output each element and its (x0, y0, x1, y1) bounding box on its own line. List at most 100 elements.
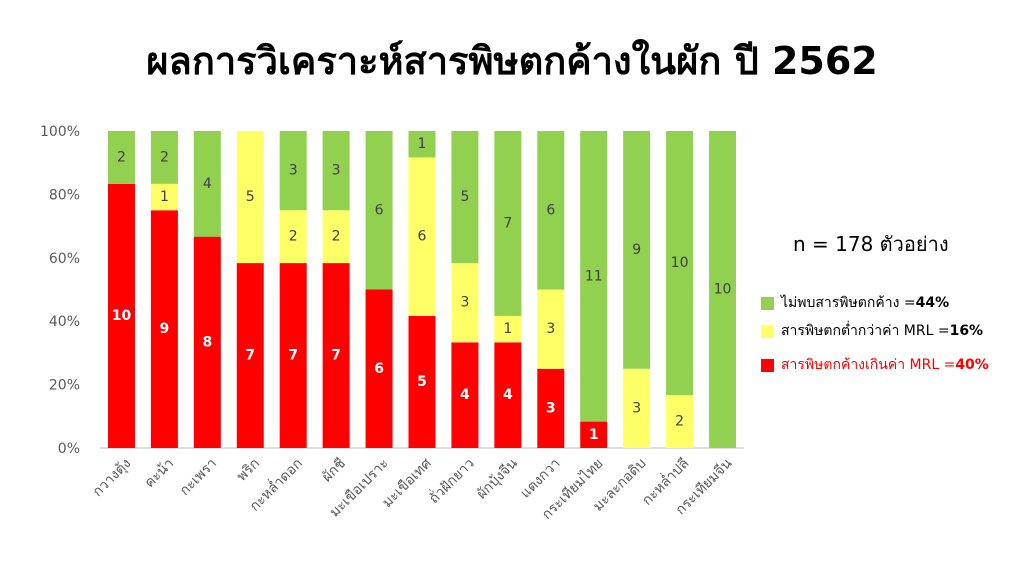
bar-segment-red (236, 263, 264, 448)
bar-segment-green (150, 131, 178, 184)
legend-label: ไม่พบสารพิษตกค้าง = (781, 295, 916, 311)
data-label: 1 (503, 321, 512, 337)
legend-percent: 44% (915, 295, 950, 311)
bar-segment-green (279, 131, 307, 211)
data-label: 10 (112, 308, 132, 324)
legend-swatch (761, 296, 774, 310)
bar-segment-green (709, 131, 737, 448)
data-label: 1 (160, 189, 169, 205)
y-tick-label: 60% (49, 251, 80, 267)
data-label: 2 (160, 149, 169, 165)
data-label: 2 (675, 414, 684, 430)
category-label: ผักชี (319, 456, 349, 486)
bar-segment-green (537, 131, 565, 290)
data-label: 3 (632, 400, 641, 416)
legend-percent: 40% (955, 357, 989, 373)
data-label: 9 (632, 242, 641, 258)
data-label: 7 (331, 348, 341, 364)
data-label: 10 (671, 255, 689, 271)
y-tick-label: 100% (40, 124, 80, 140)
data-label: 8 (202, 334, 212, 350)
data-label: 4 (503, 387, 513, 403)
bar-segment-yellow (279, 210, 307, 264)
page-title: ผลการวิเคราะห์สารพิษตกค้างในผัก ปี 2562 (146, 39, 878, 83)
bar-segment-red (537, 368, 565, 448)
data-label: 10 (714, 282, 732, 298)
bar-segment-red (193, 236, 221, 448)
data-label: 2 (289, 229, 298, 245)
data-label: 4 (460, 387, 470, 403)
data-label: 7 (245, 348, 255, 364)
bar-segment-green (322, 131, 350, 211)
bar-segment-red (451, 342, 479, 448)
bar-segment-green (494, 131, 522, 316)
data-label: 6 (418, 229, 427, 245)
data-label: 3 (332, 163, 341, 179)
data-label: 7 (503, 215, 512, 231)
bar-segment-red (365, 289, 393, 448)
data-label: 9 (160, 321, 170, 337)
data-label: 2 (332, 229, 341, 245)
bar-segment-red (107, 183, 135, 449)
data-label: 5 (246, 189, 255, 205)
category-label: พริก (234, 456, 263, 485)
category-label: กะเพรา (177, 456, 220, 499)
sample-count-note: n = 178 ตัวอย่าง (793, 232, 949, 256)
data-label: 6 (546, 202, 555, 218)
data-label: 7 (288, 348, 298, 364)
y-tick-label: 80% (49, 187, 80, 203)
data-label: 3 (289, 163, 298, 179)
category-label: กวางตุ้ง (90, 456, 135, 501)
bar-segment-green (365, 131, 393, 290)
category-label: ผักบุ้งจีน (474, 455, 521, 502)
data-label: 3 (546, 400, 556, 416)
legend-percent: 16% (949, 323, 984, 339)
bar-segment-yellow (666, 395, 694, 448)
bar-segment-yellow (494, 315, 522, 343)
y-tick-label: 40% (49, 314, 80, 330)
bar-segment-yellow (322, 210, 350, 264)
category-label: คะน้า (142, 456, 178, 492)
legend-item-yellow: สารพิษตกต่ำกว่าค่า MRL = 16% (761, 320, 983, 342)
data-label: 2 (117, 149, 126, 165)
bar-segment-red (494, 342, 522, 448)
data-label: 11 (585, 268, 603, 284)
data-label: 4 (203, 176, 212, 192)
bar-segment-green (666, 131, 694, 396)
bar-segment-red (279, 263, 307, 448)
bar-segment-red (408, 315, 436, 448)
bar-segment-green (107, 131, 135, 184)
legend-item-red: สารพิษตกค้างเกินค่า MRL = 40% (761, 354, 989, 376)
legend-swatch (761, 324, 774, 338)
data-label: 3 (460, 295, 469, 311)
category-label: ถั่วฝักยาว (425, 454, 478, 507)
bar-segment-red (580, 421, 608, 448)
y-tick-label: 0% (58, 441, 80, 457)
bar-segment-yellow (451, 263, 479, 343)
bar-segment-red (150, 210, 178, 448)
legend-item-green: ไม่พบสารพิษตกค้าง = 44% (761, 292, 949, 314)
data-label: 3 (546, 321, 555, 337)
bar-segment-yellow (236, 131, 264, 264)
bar-segment-green (580, 131, 608, 422)
legend-swatch (761, 358, 774, 372)
bar-segment-yellow (408, 157, 436, 316)
bar-segment-green (408, 131, 436, 158)
data-label: 5 (460, 189, 469, 205)
data-label: 1 (418, 136, 427, 152)
data-label: 1 (589, 427, 599, 443)
legend-label: สารพิษตกต่ำกว่าค่า MRL = (781, 323, 950, 339)
bar-segment-green (193, 131, 221, 237)
data-label: 6 (374, 361, 384, 377)
bar-segment-yellow (623, 368, 651, 448)
data-label: 6 (375, 202, 384, 218)
legend-label: สารพิษตกค้างเกินค่า MRL = (781, 357, 956, 373)
bar-segment-green (451, 131, 479, 264)
bar-segment-yellow (537, 289, 565, 369)
bar-segment-red (322, 263, 350, 448)
y-tick-label: 20% (49, 378, 80, 394)
bar-segment-yellow (150, 183, 178, 211)
data-label: 5 (417, 374, 427, 390)
